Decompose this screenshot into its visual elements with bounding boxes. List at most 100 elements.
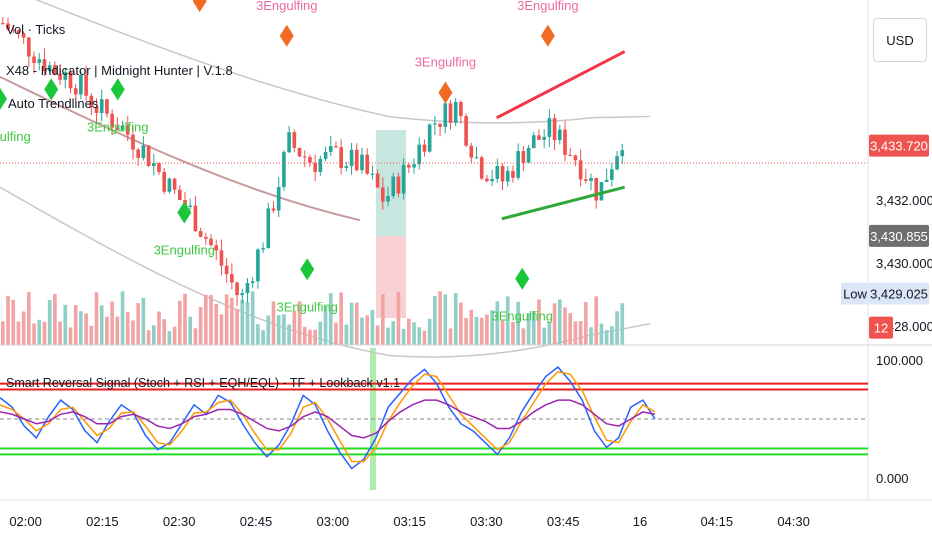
volume-bar xyxy=(323,305,328,345)
volume-bar xyxy=(183,293,187,345)
low-label-tag-bg xyxy=(841,282,869,305)
candle-body xyxy=(412,164,416,168)
candle-body xyxy=(230,274,234,283)
volume-bar xyxy=(354,302,359,345)
candle-body xyxy=(297,147,302,157)
candle-body xyxy=(276,187,281,211)
candle-body xyxy=(99,99,104,113)
candle-body xyxy=(245,282,250,294)
time-tick-label: 04:15 xyxy=(701,514,734,529)
volume-bar xyxy=(391,321,396,345)
volume-bar xyxy=(407,318,411,345)
candle-body xyxy=(573,155,578,161)
candle-body xyxy=(537,135,541,140)
volume-bar xyxy=(505,296,510,345)
volume-bar xyxy=(84,313,88,345)
candle-body xyxy=(94,106,99,113)
candle-body xyxy=(313,162,317,172)
candle-body xyxy=(198,231,203,237)
volume-bar xyxy=(531,311,536,345)
candle-body xyxy=(79,74,83,95)
candle-body xyxy=(21,33,26,38)
low-price-tag: 3,429.025 xyxy=(870,287,928,302)
candle-body xyxy=(380,187,385,202)
candle-body xyxy=(302,156,307,158)
candle-body xyxy=(177,189,182,201)
volume-bar xyxy=(313,329,317,345)
volume-bar xyxy=(32,323,36,345)
mid-price-tag: 3,430.855 xyxy=(870,229,928,244)
candle-body xyxy=(615,156,619,170)
time-axis[interactable]: 02:00 02:15 02:30 02:45 03:00 03:15 03:30 03:45… xyxy=(9,514,810,529)
candle-body xyxy=(349,149,354,167)
volume-bar xyxy=(578,321,583,345)
volume-bar xyxy=(214,303,219,345)
volume-bar xyxy=(53,293,57,345)
volume-bar xyxy=(610,326,614,345)
volume-bar xyxy=(6,295,10,345)
legend-volume[interactable]: Vol · Ticks xyxy=(6,22,66,37)
oscillator-title[interactable]: Smart Reversal Signal (Stoch + RSI + EQH… xyxy=(6,376,401,390)
volume-bar xyxy=(230,297,234,345)
candle-body xyxy=(318,158,323,172)
time-tick-label: 02:00 xyxy=(9,514,42,529)
volume-bar xyxy=(21,311,26,345)
oscillator-tick-label: 100.000 xyxy=(876,353,923,368)
candle-body xyxy=(448,103,453,123)
candle-body xyxy=(542,136,546,140)
volume-bar xyxy=(380,294,385,345)
volume-bar xyxy=(282,314,286,345)
volume-bar xyxy=(58,321,62,345)
volume-bar xyxy=(204,294,208,345)
volume-bar xyxy=(172,326,177,345)
time-tick-label: 03:45 xyxy=(547,514,580,529)
volume-bar xyxy=(537,299,541,345)
candle-body xyxy=(526,148,531,163)
volume-bar xyxy=(245,302,250,345)
candle-body xyxy=(620,150,625,157)
volume-bar xyxy=(157,311,161,345)
volume-bar xyxy=(490,310,494,345)
volume-bar xyxy=(615,311,619,345)
legend-trendlines[interactable]: Auto Trendlines xyxy=(8,96,99,111)
current-price-tag-bg xyxy=(869,134,929,157)
candle-body xyxy=(188,205,193,207)
volume-bar xyxy=(250,291,255,345)
partial-tag: 12 xyxy=(874,321,888,336)
candle-body xyxy=(224,265,229,275)
candle-body xyxy=(464,116,468,146)
volume-bar xyxy=(42,321,47,345)
volume-bar xyxy=(427,318,432,345)
volume-bar xyxy=(141,297,146,345)
volume-bar xyxy=(131,320,135,345)
candle-body xyxy=(407,164,411,168)
volume-bar xyxy=(563,307,567,345)
currency-button[interactable]: USD xyxy=(873,18,927,62)
candle-body xyxy=(495,165,500,179)
candle-body xyxy=(162,171,167,192)
candle-body xyxy=(427,124,432,152)
bull-marker-icon xyxy=(0,87,7,110)
time-tick-label: 03:15 xyxy=(393,514,426,529)
legend-indicator[interactable]: X48 - Indicator | Midnight Hunter | V.1.… xyxy=(6,63,233,78)
volume-bar xyxy=(167,330,172,345)
volume-bar xyxy=(308,329,312,345)
volume-bar xyxy=(594,296,599,345)
volume-bar xyxy=(235,308,239,345)
candle-body xyxy=(604,179,609,182)
oscillator-series xyxy=(0,399,656,439)
candle-body xyxy=(568,154,573,156)
candle-body xyxy=(469,145,474,158)
volume-bar xyxy=(89,325,94,345)
volume-bar xyxy=(521,328,526,345)
candle-body xyxy=(266,208,271,249)
volume-bar xyxy=(224,294,229,345)
candle-body xyxy=(422,144,427,152)
candle-body xyxy=(27,37,31,57)
volume-bar xyxy=(146,330,151,345)
volume-bar xyxy=(94,292,99,345)
candle-body xyxy=(433,123,437,125)
